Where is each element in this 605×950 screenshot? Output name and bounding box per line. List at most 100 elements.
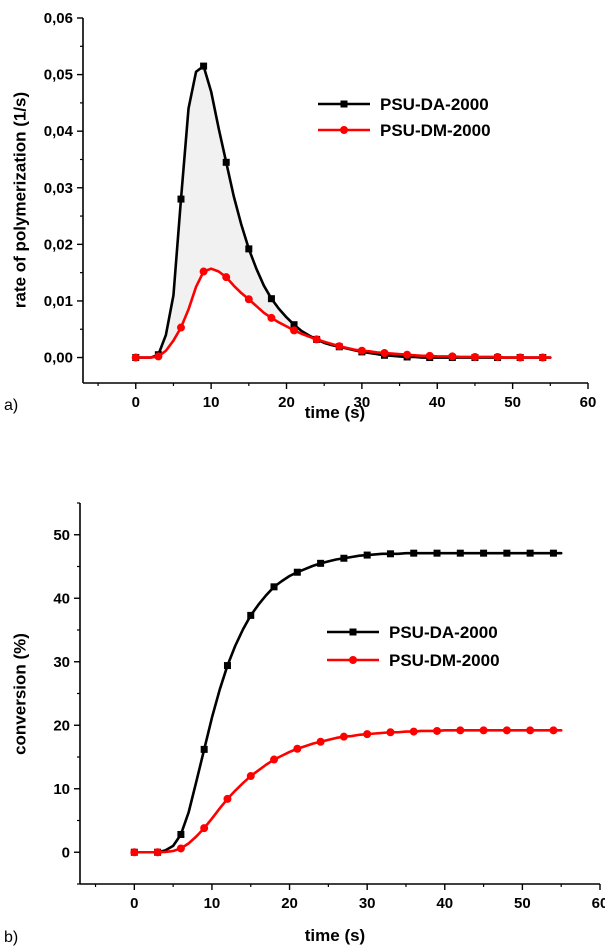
- y-axis-title: rate of polymerization (1/s): [10, 92, 29, 308]
- legend-marker: [340, 100, 348, 108]
- y-tick-label: 0,01: [44, 293, 73, 310]
- data-point: [538, 353, 547, 362]
- data-point: [380, 349, 389, 358]
- data-point: [410, 549, 418, 557]
- panel-label: a): [4, 397, 18, 414]
- data-point: [516, 353, 525, 362]
- data-point: [245, 245, 253, 253]
- data-point: [502, 726, 511, 735]
- data-point: [363, 551, 371, 559]
- data-point: [290, 321, 298, 329]
- x-tick-label: 10: [204, 895, 221, 912]
- data-point: [176, 844, 185, 853]
- data-point: [386, 728, 395, 737]
- x-tick-label: 0: [132, 394, 140, 411]
- data-point: [456, 726, 465, 735]
- data-point: [312, 335, 321, 344]
- data-point: [222, 158, 230, 166]
- y-tick-label: 40: [53, 590, 70, 607]
- data-point: [456, 549, 464, 557]
- data-point: [223, 662, 231, 670]
- data-point: [200, 824, 209, 833]
- data-point: [246, 772, 255, 781]
- y-tick-label: 30: [53, 654, 70, 671]
- data-point: [526, 726, 535, 735]
- series-line-psu-dm-2000: [133, 729, 563, 854]
- x-tick-label: 50: [514, 895, 531, 912]
- data-point: [177, 195, 185, 203]
- x-tick-label: 60: [592, 895, 605, 912]
- x-tick-label: 50: [504, 394, 521, 411]
- data-point: [335, 342, 344, 351]
- data-point: [270, 755, 279, 764]
- y-axis-title: conversion (%): [10, 633, 29, 755]
- data-point: [386, 550, 394, 558]
- data-point: [247, 611, 255, 619]
- x-tick-label: 60: [580, 394, 597, 411]
- data-point: [154, 352, 163, 361]
- data-point: [425, 351, 434, 360]
- y-tick-label: 20: [53, 717, 70, 734]
- legend-label: PSU-DA-2000: [380, 95, 489, 114]
- data-point: [293, 744, 302, 753]
- x-tick-label: 40: [429, 394, 446, 411]
- data-point: [267, 313, 276, 322]
- data-point: [176, 323, 185, 332]
- y-tick-label: 0,02: [44, 236, 73, 253]
- x-tick-label: 0: [130, 895, 138, 912]
- legend-label: PSU-DA-2000: [389, 623, 498, 642]
- data-point: [316, 737, 325, 746]
- data-point: [153, 848, 162, 857]
- data-point: [200, 62, 208, 70]
- data-point: [290, 326, 299, 335]
- data-point: [293, 568, 301, 576]
- data-point: [223, 794, 232, 803]
- data-point: [130, 848, 139, 857]
- data-point: [244, 295, 253, 304]
- legend-marker: [349, 628, 357, 636]
- y-tick-label: 50: [53, 527, 70, 544]
- data-point: [340, 554, 348, 562]
- x-tick-label: 30: [359, 895, 376, 912]
- data-point: [363, 730, 372, 739]
- legend-marker: [340, 126, 348, 134]
- series-line-psu-da-2000: [133, 551, 563, 854]
- data-point: [526, 549, 534, 557]
- y-tick-label: 0,05: [44, 67, 73, 84]
- legend-marker: [349, 656, 357, 664]
- x-tick-label: 30: [354, 394, 371, 411]
- data-point: [200, 745, 208, 753]
- series-line-psu-dm-2000: [134, 267, 552, 359]
- data-point: [222, 273, 231, 282]
- panel-label: b): [4, 929, 18, 946]
- area-between-series: [135, 66, 551, 358]
- data-point: [433, 549, 441, 557]
- data-point: [549, 726, 558, 735]
- data-point: [503, 549, 511, 557]
- data-point: [403, 350, 412, 359]
- data-point: [433, 726, 442, 735]
- data-point: [270, 583, 278, 591]
- y-tick-label: 0: [62, 844, 70, 861]
- x-tick-label: 20: [281, 895, 298, 912]
- data-point: [480, 549, 488, 557]
- x-tick-label: 20: [278, 394, 295, 411]
- y-tick-label: 0,00: [44, 350, 73, 367]
- data-point: [177, 830, 185, 838]
- data-point: [317, 559, 325, 567]
- panel-a: 0 10 20 30 40 50 60 0,00 0,01 0,02 0,03 0,04 0,05 0,0…: [4, 10, 596, 422]
- data-point: [479, 726, 488, 735]
- data-point: [357, 346, 366, 355]
- x-tick-label: 10: [203, 394, 220, 411]
- y-tick-label: 0,04: [44, 123, 74, 140]
- data-point: [470, 352, 479, 361]
- x-tick-label: 40: [436, 895, 453, 912]
- x-axis-title: time (s): [305, 403, 365, 422]
- data-point: [131, 353, 140, 362]
- y-tick-label: 0,03: [44, 180, 73, 197]
- data-point: [339, 732, 348, 741]
- data-point: [549, 549, 557, 557]
- panel-b: 0 10 20 30 40 50 60 0 10 20 30 40 50 PSU-DA-2000 PSU-D…: [4, 502, 605, 946]
- y-tick-label: 0,06: [44, 10, 73, 27]
